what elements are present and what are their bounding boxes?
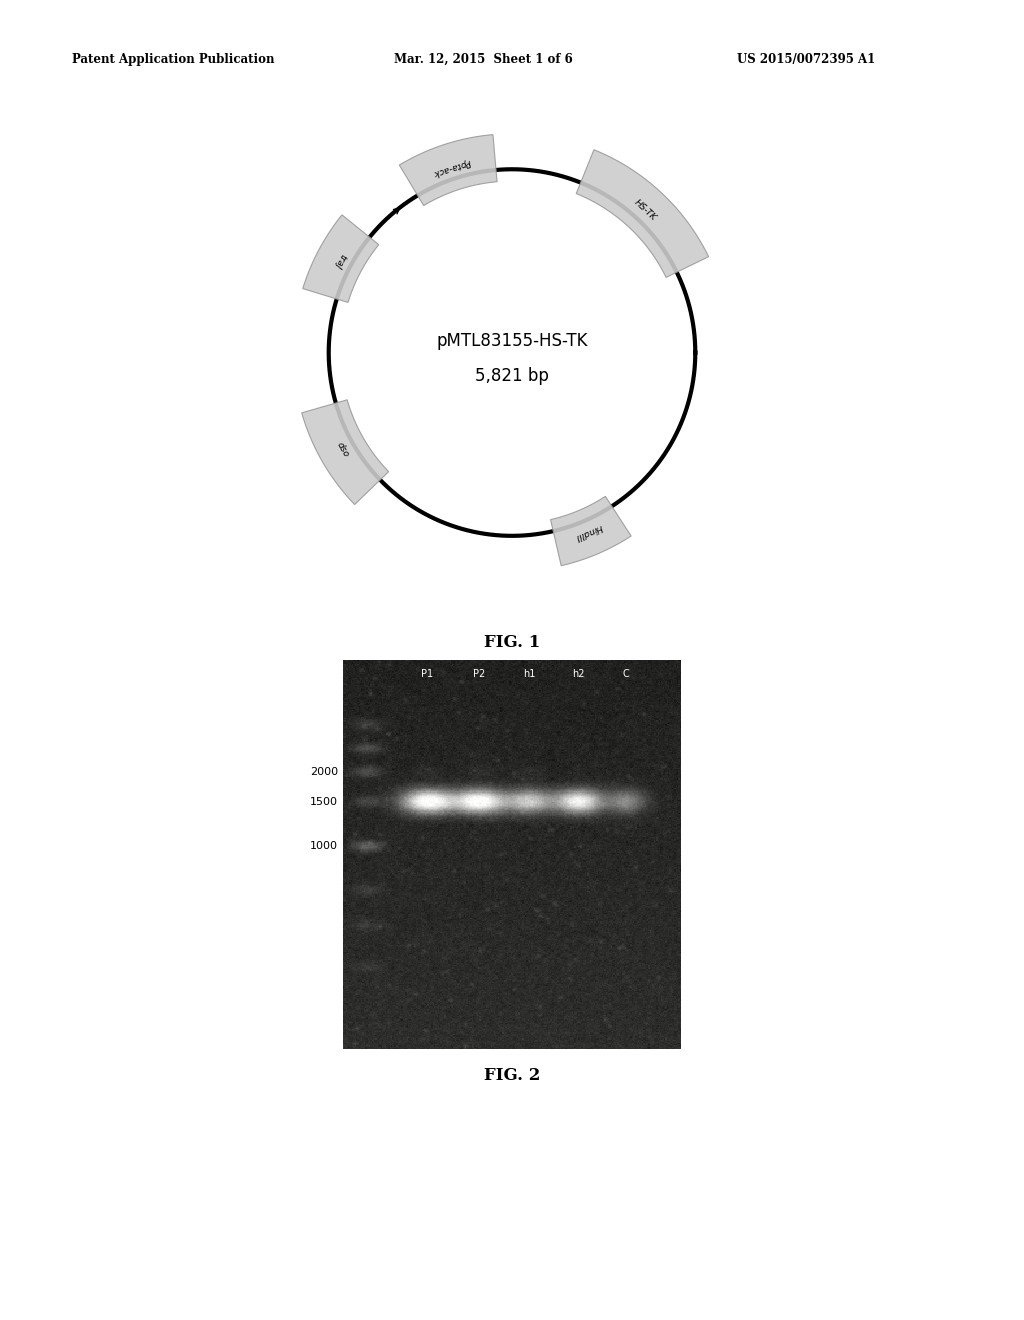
Text: 5,821 bp: 5,821 bp: [475, 367, 549, 385]
Text: P1: P1: [422, 669, 433, 680]
Text: pMTL83155-HS-TK: pMTL83155-HS-TK: [436, 331, 588, 350]
Text: dso: dso: [335, 441, 351, 459]
Polygon shape: [302, 400, 389, 504]
Polygon shape: [303, 215, 379, 302]
Text: Mar. 12, 2015  Sheet 1 of 6: Mar. 12, 2015 Sheet 1 of 6: [394, 53, 573, 66]
Text: 1000: 1000: [310, 841, 338, 851]
Text: Patent Application Publication: Patent Application Publication: [72, 53, 274, 66]
Text: HindIII: HindIII: [573, 523, 603, 543]
Text: FIG. 2: FIG. 2: [483, 1068, 541, 1084]
Text: 2000: 2000: [310, 767, 338, 777]
Polygon shape: [577, 149, 709, 277]
Text: Ppta-ack: Ppta-ack: [432, 157, 472, 177]
Text: h2: h2: [572, 669, 585, 680]
Text: FIG. 1: FIG. 1: [484, 634, 540, 651]
Text: 1500: 1500: [310, 796, 338, 807]
Text: US 2015/0072395 A1: US 2015/0072395 A1: [737, 53, 876, 66]
Text: h1: h1: [522, 669, 536, 680]
Text: HS-TK: HS-TK: [632, 198, 657, 222]
Polygon shape: [399, 135, 497, 206]
Polygon shape: [551, 496, 631, 566]
Text: traJ: traJ: [332, 252, 347, 269]
Text: C: C: [623, 669, 630, 680]
Text: P2: P2: [473, 669, 485, 680]
